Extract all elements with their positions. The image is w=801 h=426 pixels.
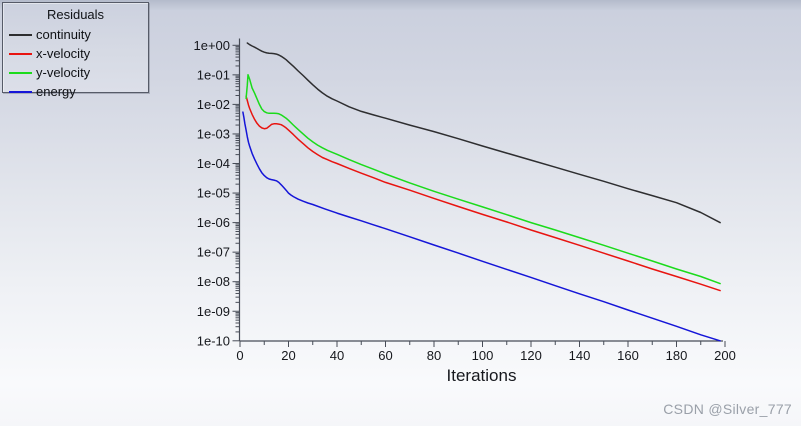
y-velocity-line-sample-icon <box>9 71 32 74</box>
residuals-legend: Residuals continuity x-velocity y-veloci… <box>2 2 149 99</box>
x-tick-label: 180 <box>666 348 688 363</box>
x-tick-label: 200 <box>714 348 736 363</box>
legend-item-x-velocity: x-velocity <box>3 44 148 63</box>
x-tick-label: 140 <box>569 348 591 363</box>
continuity-line-sample-icon <box>9 33 32 36</box>
legend-title: Residuals <box>46 7 105 22</box>
x-tick-label: 0 <box>236 348 243 363</box>
legend-item-continuity: continuity <box>3 25 148 44</box>
y-tick-label: 1e-08 <box>197 274 230 289</box>
y-tick-label: 1e-01 <box>197 67 230 82</box>
x-tick-label: 80 <box>427 348 441 363</box>
x-tick-label: 100 <box>472 348 494 363</box>
curve-x-velocity <box>245 95 721 292</box>
y-tick-label: 1e-03 <box>197 126 230 141</box>
legend-item-y-velocity: y-velocity <box>3 63 148 82</box>
x-velocity-line-sample-icon <box>9 52 32 55</box>
x-tick-label: 160 <box>617 348 639 363</box>
y-tick-label: 1e-09 <box>197 304 230 319</box>
legend-item-label: continuity <box>36 27 91 42</box>
legend-item-energy: energy <box>3 82 148 101</box>
x-tick-label: 20 <box>281 348 295 363</box>
curve-continuity <box>246 42 721 224</box>
y-tick-label: 1e-06 <box>197 215 230 230</box>
x-tick-label: 60 <box>378 348 392 363</box>
legend-item-label: energy <box>36 84 76 99</box>
y-tick-label: 1e-07 <box>197 245 230 260</box>
energy-line-sample-icon <box>9 90 32 93</box>
curve-y-velocity <box>245 74 721 285</box>
x-axis-title: Iterations <box>447 366 517 385</box>
x-tick-label: 40 <box>330 348 344 363</box>
y-tick-label: 1e-10 <box>197 333 230 348</box>
y-tick-label: 1e-04 <box>197 156 230 171</box>
curve-energy <box>242 111 721 342</box>
y-tick-label: 1e-05 <box>197 186 230 201</box>
y-tick-label: 1e-02 <box>197 97 230 112</box>
legend-item-label: y-velocity <box>36 65 91 80</box>
x-tick-label: 120 <box>520 348 542 363</box>
legend-item-label: x-velocity <box>36 46 91 61</box>
csdn-watermark: CSDN @Silver_777 <box>663 401 792 417</box>
y-tick-label: 1e+00 <box>193 38 230 53</box>
